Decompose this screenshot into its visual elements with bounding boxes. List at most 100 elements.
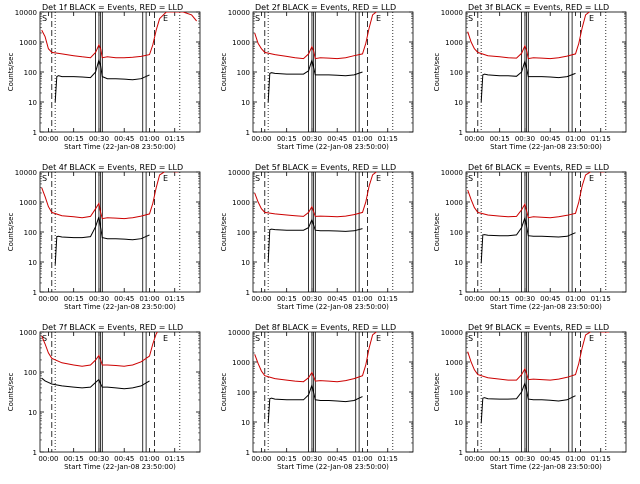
chart-panel-7: Det 7f BLACK = Events, RED = LLD 1 10 100 10… <box>7 323 201 471</box>
y-tick-label: 1000 <box>232 359 250 367</box>
chart-title: Det 1f BLACK = Events, RED = LLD <box>42 3 183 12</box>
x-tick-label: 01:15 <box>591 455 611 463</box>
lld-rate-line <box>41 12 197 59</box>
start-marker-label: S <box>468 174 473 183</box>
start-marker-label: S <box>468 14 473 23</box>
y-tick-label: 1 <box>33 129 37 137</box>
lld-rate-line <box>467 332 610 381</box>
x-tick-label: 00:30 <box>89 455 109 463</box>
events-rate-line <box>54 58 150 103</box>
y-tick-label: 10000 <box>441 9 463 17</box>
x-tick-label: 00:15 <box>490 295 510 303</box>
y-tick-label: 100 <box>24 369 37 377</box>
y-tick-label: 100 <box>237 229 250 237</box>
y-tick-label: 1 <box>459 129 463 137</box>
plot-frame <box>465 331 627 453</box>
plot-frame <box>465 171 627 293</box>
x-axis-label: Start Time (22-Jan-08 23:50:00) <box>490 303 602 311</box>
y-tick-label: 1000 <box>445 199 463 207</box>
end-marker-label: E <box>163 14 168 23</box>
chart-title: Det 8f BLACK = Events, RED = LLD <box>255 323 396 332</box>
x-tick-label: 00:00 <box>38 455 58 463</box>
x-axis-label: Start Time (22-Jan-08 23:50:00) <box>277 463 389 471</box>
y-tick-label: 10 <box>28 409 37 417</box>
x-tick-label: 00:00 <box>464 455 484 463</box>
y-tick-label: 1000 <box>445 39 463 47</box>
events-rate-line <box>54 216 150 265</box>
x-tick-label: 01:15 <box>165 135 185 143</box>
chart-title: Det 6f BLACK = Events, RED = LLD <box>468 163 609 172</box>
x-axis-label: Start Time (22-Jan-08 23:50:00) <box>64 463 176 471</box>
events-rate-line <box>480 59 576 103</box>
y-tick-label: 1000 <box>19 199 37 207</box>
y-axis-label: Counts/sec <box>433 53 441 92</box>
y-tick-label: 1 <box>33 449 37 457</box>
y-axis-label: Counts/sec <box>433 373 441 412</box>
x-tick-label: 00:15 <box>277 455 297 463</box>
y-axis-label: Counts/sec <box>7 213 15 252</box>
end-marker-label: E <box>376 174 381 183</box>
x-tick-label: 00:30 <box>89 295 109 303</box>
x-tick-label: 00:00 <box>38 295 58 303</box>
y-tick-label: 10 <box>454 99 463 107</box>
lld-rate-line <box>254 332 378 383</box>
x-axis-label: Start Time (22-Jan-08 23:50:00) <box>64 143 176 151</box>
x-tick-label: 00:00 <box>38 135 58 143</box>
x-tick-label: 00:15 <box>277 295 297 303</box>
x-axis-label: Start Time (22-Jan-08 23:50:00) <box>490 143 602 151</box>
end-marker-label: E <box>376 334 381 343</box>
x-axis-label: Start Time (22-Jan-08 23:50:00) <box>64 303 176 311</box>
x-tick-label: 01:00 <box>565 455 585 463</box>
lld-rate-line <box>254 172 378 218</box>
y-tick-label: 1 <box>246 129 250 137</box>
x-tick-label: 01:00 <box>352 455 372 463</box>
x-tick-label: 00:15 <box>64 295 84 303</box>
chart-panel-9: Det 9f BLACK = Events, RED = LLD 1 10 100 10… <box>433 323 627 471</box>
events-rate-line <box>267 218 363 263</box>
x-tick-label: 01:00 <box>565 135 585 143</box>
chart-title: Det 5f BLACK = Events, RED = LLD <box>255 163 396 172</box>
y-tick-label: 10000 <box>441 329 463 337</box>
x-tick-label: 00:45 <box>540 295 560 303</box>
y-tick-label: 10 <box>28 259 37 267</box>
x-tick-label: 01:15 <box>378 295 398 303</box>
y-tick-label: 10 <box>454 259 463 267</box>
x-axis-label: Start Time (22-Jan-08 23:50:00) <box>277 303 389 311</box>
y-tick-label: 10000 <box>228 329 250 337</box>
x-tick-label: 00:45 <box>540 455 560 463</box>
y-tick-label: 10 <box>454 419 463 427</box>
y-axis-label: Counts/sec <box>7 53 15 92</box>
x-tick-label: 00:45 <box>327 455 347 463</box>
x-tick-label: 00:30 <box>515 455 535 463</box>
plot-frame <box>465 11 627 133</box>
x-tick-label: 00:45 <box>327 295 347 303</box>
end-marker-label: E <box>163 334 168 343</box>
plot-frame <box>39 331 201 453</box>
y-tick-label: 100 <box>24 69 37 77</box>
start-marker-label: S <box>42 174 47 183</box>
chart-title: Det 7f BLACK = Events, RED = LLD <box>42 323 183 332</box>
chart-title: Det 3f BLACK = Events, RED = LLD <box>468 3 609 12</box>
y-tick-label: 1000 <box>445 359 463 367</box>
lld-rate-line <box>467 172 606 219</box>
y-tick-label: 1000 <box>19 39 37 47</box>
chart-panel-8: Det 8f BLACK = Events, RED = LLD 1 10 100 10… <box>220 323 414 471</box>
x-tick-label: 01:00 <box>352 135 372 143</box>
start-marker-label: S <box>42 14 47 23</box>
y-tick-label: 10 <box>241 259 250 267</box>
events-rate-line <box>41 377 150 390</box>
plot-frame <box>252 171 414 293</box>
x-tick-label: 01:00 <box>139 455 159 463</box>
start-marker-label: S <box>42 334 47 343</box>
x-tick-label: 01:15 <box>378 135 398 143</box>
chart-panel-6: Det 6f BLACK = Events, RED = LLD 1 10 100 10… <box>433 163 627 311</box>
events-rate-line <box>267 383 363 424</box>
x-tick-label: 00:15 <box>277 135 297 143</box>
x-tick-label: 00:45 <box>327 135 347 143</box>
y-tick-label: 1000 <box>19 329 37 337</box>
x-tick-label: 01:00 <box>352 295 372 303</box>
chart-title: Det 4f BLACK = Events, RED = LLD <box>42 163 183 172</box>
y-tick-label: 10000 <box>15 9 37 17</box>
start-marker-label: S <box>255 334 260 343</box>
